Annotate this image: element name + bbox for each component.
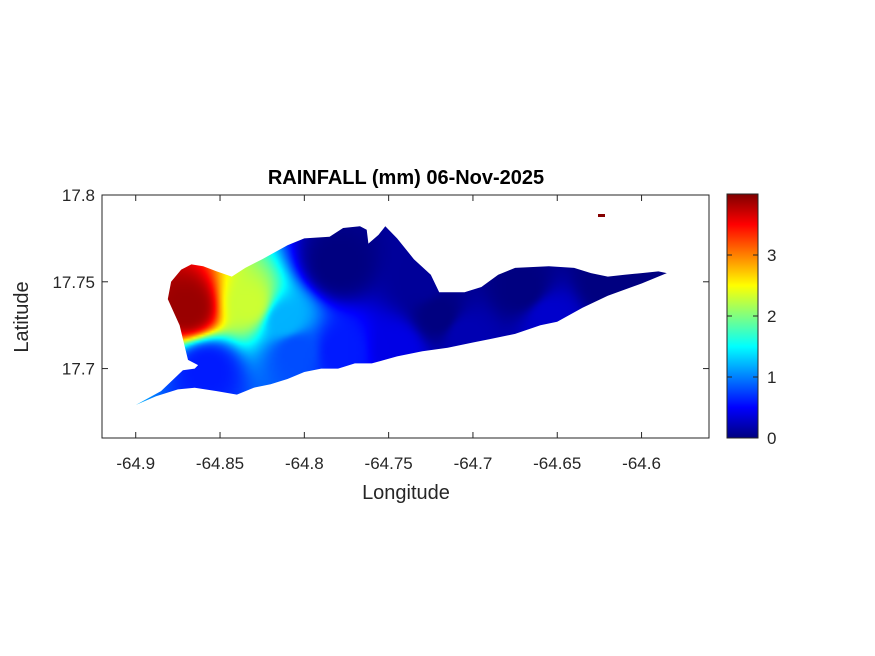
colorbar: 0 1 2 3 [726,193,776,448]
y-axis: 17.7 17.75 17.8 [52,186,709,379]
map-axes: -64.9 -64.85 -64.8 -64.75 -64.7 -64.65 -64.6 1… [52,186,710,473]
islet-mark [598,214,605,217]
x-tick-label: -64.65 [533,454,581,473]
x-tick-label: -64.7 [454,454,493,473]
y-tick-label: 17.75 [52,273,95,292]
x-tick-label: -64.9 [116,454,155,473]
y-tick-label: 17.8 [62,186,95,205]
x-tick-label: -64.8 [285,454,324,473]
y-axis-label: Latitude [11,281,33,352]
y-tick-label: 17.7 [62,360,95,379]
colorbar-ticks: 0 1 2 3 [727,246,776,448]
x-tick-label: -64.85 [196,454,244,473]
colorbar-tick-label: 0 [767,429,776,448]
colorbar-tick-label: 3 [767,246,776,265]
x-axis-label: Longitude [362,482,450,504]
chart-title: RAINFALL (mm) 06-Nov-2025 [268,167,544,189]
colorbar-tick-label: 2 [767,307,776,326]
x-tick-label: -64.6 [622,454,661,473]
x-tick-label: -64.75 [365,454,413,473]
colorbar-tick-label: 1 [767,368,776,387]
x-axis: -64.9 -64.85 -64.8 -64.75 -64.7 -64.65 -64.6 [116,195,661,473]
